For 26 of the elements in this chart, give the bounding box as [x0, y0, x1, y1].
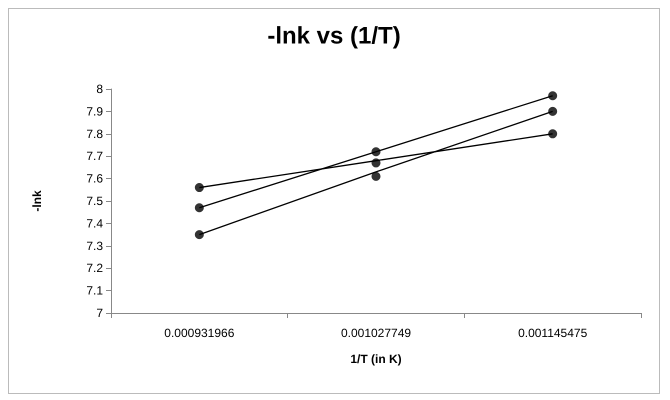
point	[372, 147, 380, 156]
point	[372, 158, 380, 168]
y-tick-label: 8	[96, 82, 104, 96]
y-tick-label: 7.1	[86, 284, 104, 298]
y-tick-label: 7.8	[86, 126, 104, 141]
chart-title: -lnk vs (1/T)	[267, 22, 401, 50]
x-tick-label: 0.000931966	[164, 326, 235, 340]
point	[194, 203, 204, 212]
y-axis-title: -lnk	[30, 190, 44, 212]
y-tick-label: 7.3	[86, 238, 104, 253]
point	[548, 91, 558, 100]
y-tick-label: 7.5	[86, 194, 104, 208]
y-tick-label: 7	[96, 306, 104, 320]
x-axis-title: 1/T (in K)	[350, 352, 402, 366]
point	[194, 183, 204, 192]
y-tick-label: 7.4	[86, 216, 104, 230]
point	[194, 230, 204, 240]
y-tick-label: 7.2	[86, 261, 104, 276]
point	[372, 172, 380, 181]
y-tick-label: 7.9	[86, 104, 104, 118]
point	[548, 129, 558, 138]
x-tick-label: 0.001145475	[518, 326, 588, 340]
y-tick-label: 7.7	[86, 149, 104, 164]
point	[548, 106, 558, 116]
y-tick-label: 7.6	[86, 172, 104, 186]
x-tick-label: 0.001027749	[340, 326, 412, 340]
